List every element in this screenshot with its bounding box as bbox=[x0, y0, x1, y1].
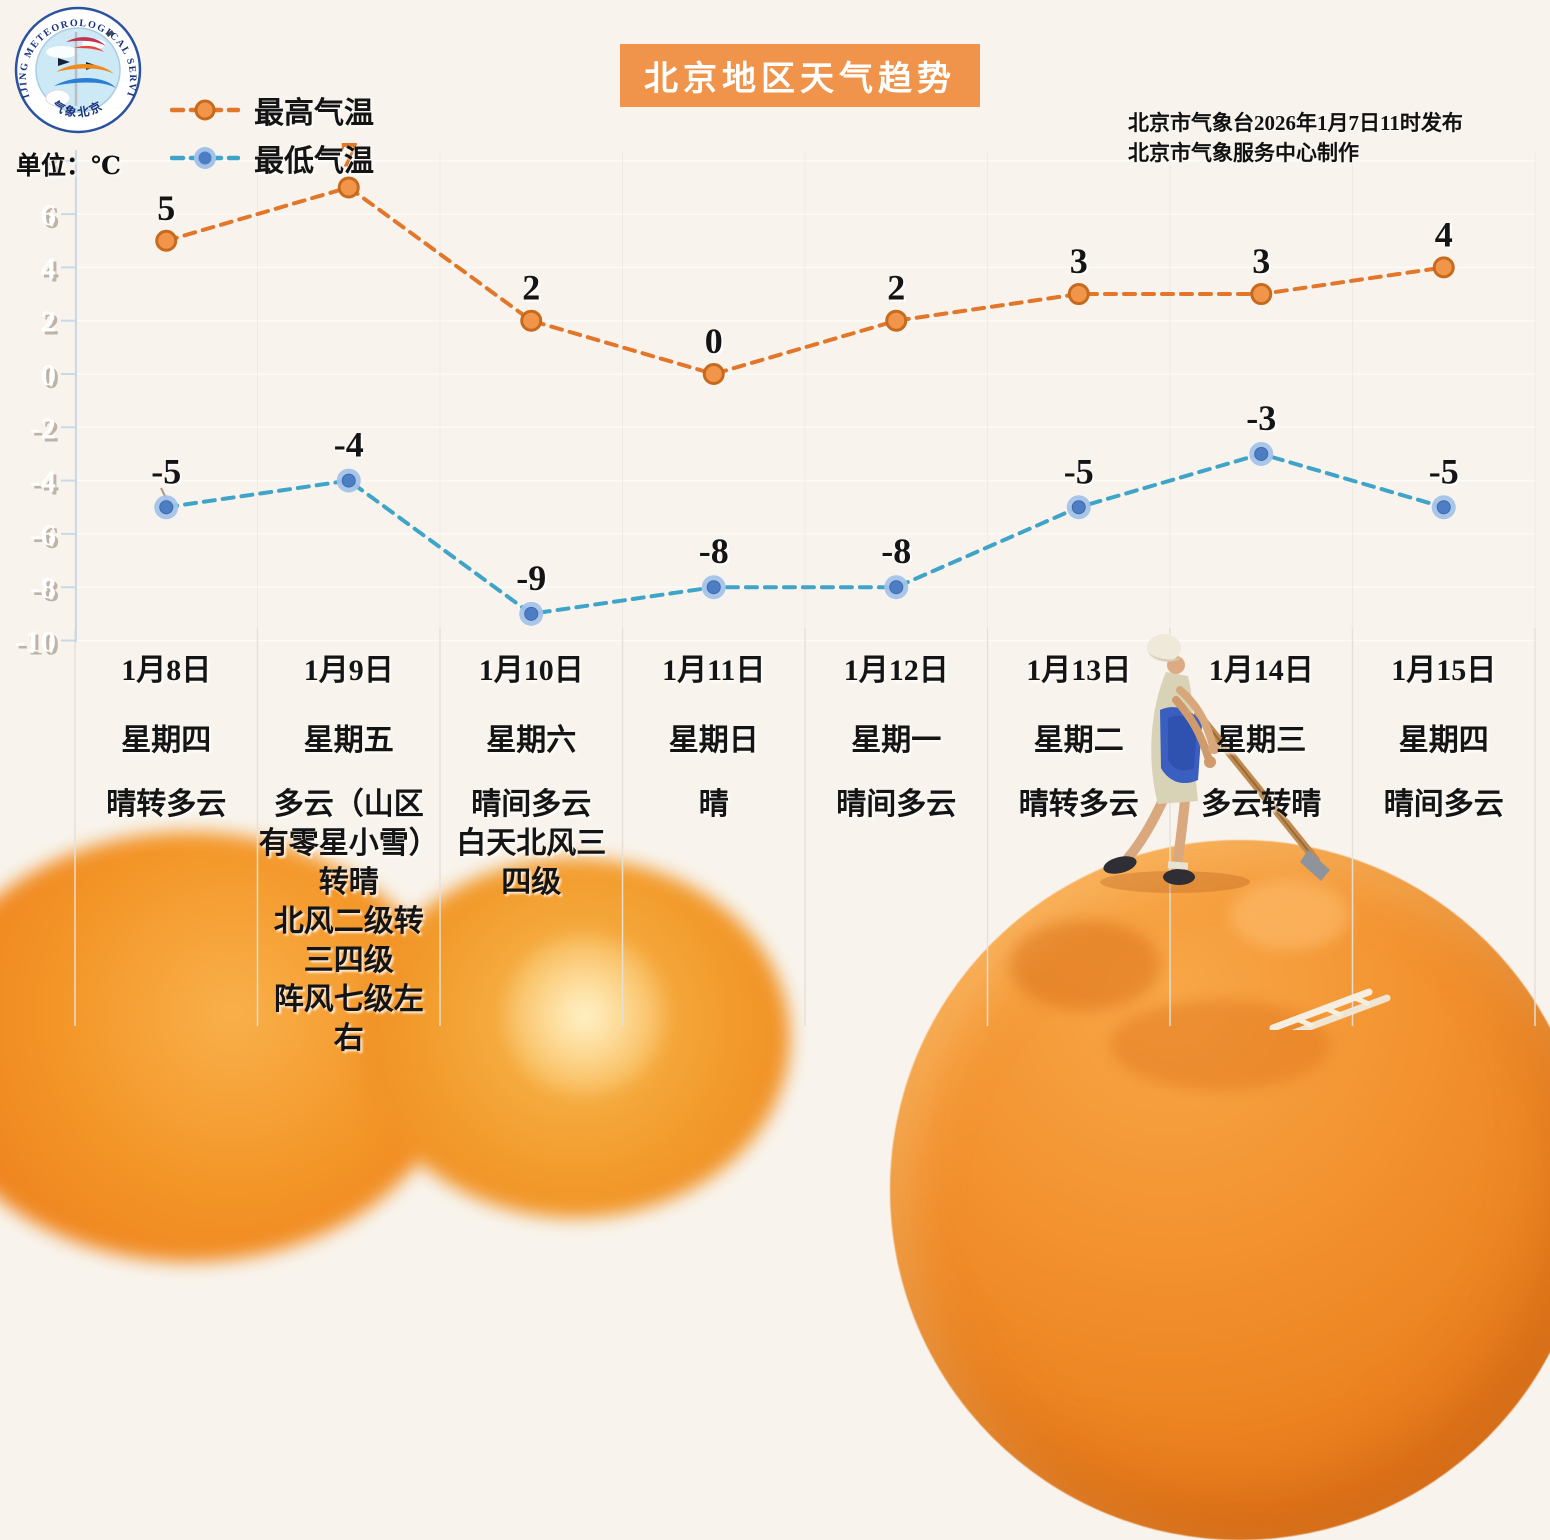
y-tick-label: -2 bbox=[30, 410, 56, 445]
data-point-label: -5 bbox=[151, 451, 181, 491]
legend-item-min: 最低气温 bbox=[169, 134, 374, 182]
y-tick-shadow: 2 bbox=[44, 307, 60, 342]
data-point-label: 7 bbox=[340, 134, 358, 174]
min-temp-point bbox=[159, 500, 174, 515]
min-temp-point bbox=[1436, 500, 1451, 515]
max-temp-point bbox=[1250, 283, 1273, 306]
y-tick-shadow: -4 bbox=[33, 467, 59, 502]
y-tick-shadow: 6 bbox=[44, 200, 60, 235]
temperature-trend-chart: 8866442200-2-2-4-4-6-6-8-8-10-1055772200… bbox=[15, 134, 1536, 1026]
data-point-label: -3 bbox=[1246, 398, 1276, 438]
data-point-label: 0 bbox=[705, 321, 723, 361]
y-tick-label: 6 bbox=[41, 197, 57, 232]
max-temp-point bbox=[520, 309, 543, 332]
svg-text:-5: -5 bbox=[1066, 453, 1096, 493]
y-tick-label: 4 bbox=[41, 250, 57, 285]
data-point-label: 4 bbox=[1435, 214, 1453, 254]
legend-label-max: 最高气温 bbox=[254, 97, 374, 130]
y-tick-label: 0 bbox=[41, 357, 57, 392]
data-point-label: -9 bbox=[516, 558, 546, 598]
legend-item-max: 最高气温 bbox=[169, 86, 374, 134]
svg-text:5: 5 bbox=[159, 190, 177, 230]
rake-blade bbox=[1300, 850, 1330, 881]
min-temp-line bbox=[164, 451, 1446, 616]
svg-text:4: 4 bbox=[1437, 216, 1455, 256]
y-tick-label: -4 bbox=[30, 464, 56, 499]
svg-text:-8: -8 bbox=[883, 533, 913, 573]
page-title: 北京地区天气趋势 bbox=[620, 44, 980, 107]
svg-text:-3: -3 bbox=[1248, 400, 1278, 440]
y-tick-label: 2 bbox=[41, 304, 57, 339]
y-tick-shadow: -8 bbox=[33, 573, 59, 608]
svg-text:-8: -8 bbox=[701, 533, 731, 573]
data-point-label: 2 bbox=[887, 268, 905, 308]
svg-text:3: 3 bbox=[1254, 243, 1272, 283]
beijing-meteorological-service-logo: BEIJING METEOROLOGICAL SERVICE 气象北京 bbox=[14, 6, 142, 134]
data-point-label: -8 bbox=[699, 531, 729, 571]
data-point-label: 3 bbox=[1252, 241, 1270, 281]
svg-text:0: 0 bbox=[707, 323, 725, 363]
svg-text:7: 7 bbox=[342, 136, 360, 176]
miniature-figure bbox=[1100, 634, 1330, 893]
min-temp-point bbox=[1254, 446, 1269, 461]
orange-texture-spot bbox=[1230, 880, 1350, 950]
y-tick-shadow: 8 bbox=[44, 147, 60, 182]
max-temp-point bbox=[885, 309, 908, 332]
airplane-icon bbox=[106, 30, 114, 37]
y-tick-label: -10 bbox=[15, 624, 56, 659]
min-temp-point bbox=[341, 473, 356, 488]
svg-text:3: 3 bbox=[1072, 243, 1090, 283]
legend-label-min: 最低气温 bbox=[254, 145, 374, 178]
data-point-label: 5 bbox=[157, 188, 175, 228]
weather-trend-poster: { "logo": { "ring_text": "BEIJING METEOR… bbox=[0, 6, 1550, 1540]
svg-text:-5: -5 bbox=[1431, 453, 1461, 493]
data-point-label: -4 bbox=[334, 425, 364, 465]
issue-line-2: 北京市气象服务中心制作 bbox=[1128, 141, 1359, 165]
min-temp-point bbox=[889, 580, 904, 595]
issue-line-1: 北京市气象台2026年1月7日11时发布 bbox=[1128, 111, 1463, 135]
data-point-label: 2 bbox=[522, 268, 540, 308]
max-temp-point bbox=[702, 363, 725, 385]
y-tick-label: 8 bbox=[41, 144, 57, 179]
svg-text:-4: -4 bbox=[336, 427, 366, 467]
issue-info: 北京市气象台2026年1月7日11时发布 北京市气象服务中心制作 bbox=[1128, 108, 1463, 168]
min-temp-point bbox=[1071, 500, 1086, 515]
max-temp-line bbox=[164, 185, 1446, 377]
max-temp-point bbox=[1067, 283, 1090, 306]
y-tick-shadow: -6 bbox=[33, 520, 59, 555]
orange-texture-spot bbox=[1010, 920, 1160, 1010]
min-temp-point bbox=[524, 606, 539, 621]
ladder bbox=[1269, 988, 1391, 1030]
unit-label: 单位：℃ bbox=[16, 153, 121, 180]
data-point-label: 3 bbox=[1070, 241, 1088, 281]
data-point-label: -5 bbox=[1064, 451, 1094, 491]
y-tick-shadow: -10 bbox=[18, 627, 59, 662]
y-tick-label: -6 bbox=[30, 517, 56, 552]
white-cap bbox=[1147, 634, 1181, 662]
svg-text:2: 2 bbox=[524, 270, 542, 310]
max-temp-point bbox=[337, 176, 360, 199]
max-temp-point bbox=[1432, 256, 1455, 279]
max-temp-line-swatch bbox=[169, 97, 241, 123]
data-point-label: -8 bbox=[881, 531, 911, 571]
y-tick-shadow: 4 bbox=[44, 253, 60, 288]
svg-text:2: 2 bbox=[889, 270, 907, 310]
y-tick-label: -8 bbox=[30, 570, 56, 605]
min-temp-point bbox=[706, 580, 721, 595]
svg-text:-5: -5 bbox=[153, 453, 183, 493]
y-tick-shadow: -2 bbox=[33, 413, 59, 448]
svg-text:-9: -9 bbox=[518, 560, 548, 600]
min-temp-line-swatch bbox=[169, 145, 241, 171]
chart-legend: 最高气温 最低气温 bbox=[169, 86, 374, 182]
max-temp-point bbox=[155, 229, 178, 252]
y-tick-shadow: 0 bbox=[44, 360, 60, 395]
data-point-label: -5 bbox=[1429, 451, 1459, 491]
